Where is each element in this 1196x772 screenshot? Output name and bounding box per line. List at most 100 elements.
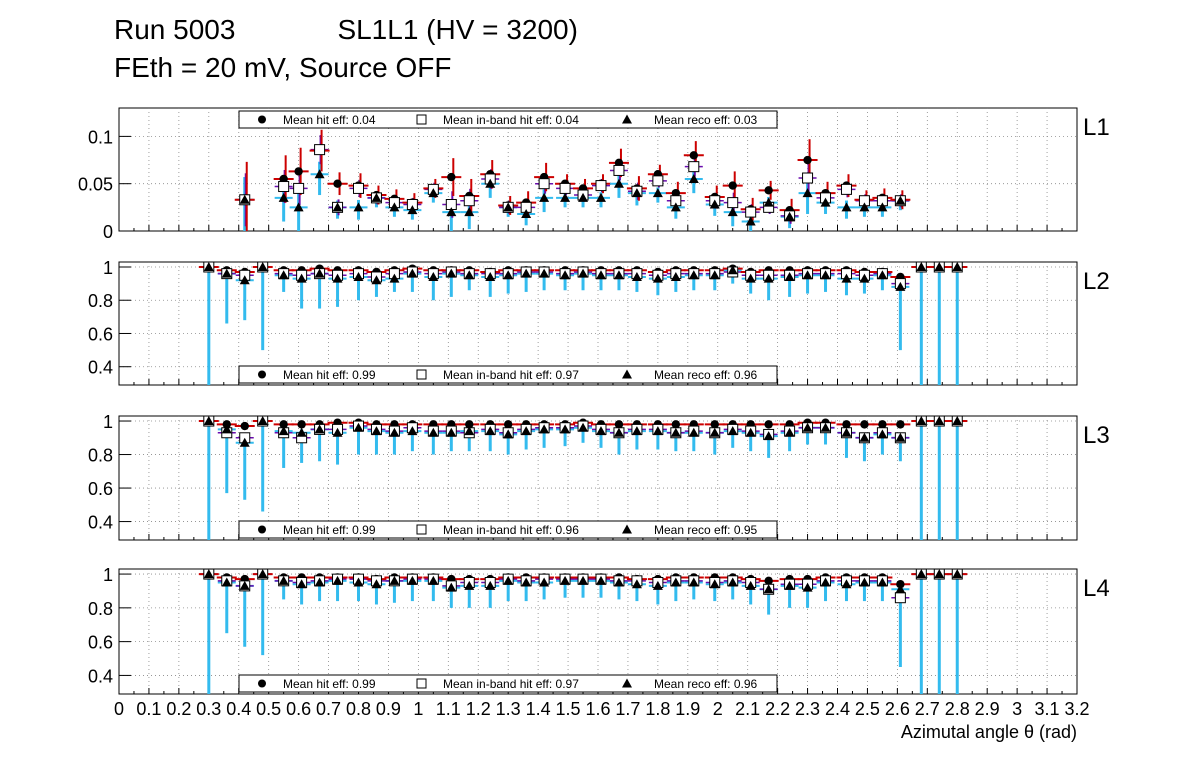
panel-l3-hit-point	[240, 421, 249, 431]
x-tick-label: 3.1	[1035, 699, 1060, 719]
panel-l1-reco-point	[464, 207, 475, 217]
panel-l3-legend-reco: Mean reco eff: 0.95	[654, 523, 758, 537]
panel-l1-inband-point	[727, 197, 739, 209]
chamber-label: SL1L1 (HV = 3200)	[337, 14, 578, 45]
conditions-title: FEth = 20 mV, Source OFF	[114, 52, 452, 83]
panel-l1-reco-point	[763, 197, 774, 207]
panel-l2-reco-point	[763, 273, 774, 283]
panel-l2-reco-point	[895, 281, 906, 291]
panel-l3-hit-point	[222, 420, 231, 429]
panel-l1-legend-box	[238, 110, 778, 129]
panel-l4-reco-point	[802, 582, 813, 592]
x-tick-label: 0.1	[136, 699, 161, 719]
panel-l1-inband-point	[652, 175, 664, 187]
panel-l3-reco-point	[859, 432, 870, 442]
x-tick-label: 1.2	[466, 699, 491, 719]
panel-l2-ytick-label: 0.8	[88, 291, 113, 311]
panel-l4-legend-hit: Mean hit eff: 0.99	[283, 677, 376, 691]
panel-l1-reco-point	[595, 192, 606, 202]
panel-l3-ytick-label: 0.6	[88, 479, 113, 499]
panel-l3-hit-point	[614, 420, 624, 429]
panel-l2-reco-point	[539, 268, 550, 278]
panel-l2-reco-point	[631, 271, 642, 281]
panel-l3-hit-point	[896, 420, 905, 429]
x-tick-label: 1.7	[615, 699, 640, 719]
panel-l1-inband-point	[353, 182, 364, 194]
panel-l2-reco-point	[613, 270, 624, 280]
run-number: Run 5003	[114, 14, 236, 45]
panel-l3-legend-inband-marker	[416, 524, 427, 535]
panel-l2-reco-point	[203, 261, 214, 271]
x-tick-label: 2.4	[825, 699, 850, 719]
panel-l3-reco-point	[464, 426, 475, 436]
panel-l2-reco-point	[353, 271, 364, 281]
panel-l1-inband-point	[538, 178, 550, 190]
panel-l2-label: L2	[1083, 268, 1110, 295]
panel-l4-ytick-label: 0.4	[88, 666, 113, 686]
panel-l1-reco-point	[613, 178, 624, 188]
panel-l3-reco-point	[503, 429, 514, 439]
panel-l4-hit-point	[896, 580, 905, 589]
panel-l1-inband-point	[559, 182, 571, 194]
panel-l4-reco-point	[203, 569, 214, 579]
panel-l4-reco-point	[631, 579, 642, 589]
panel-l3-reco-point	[296, 427, 307, 437]
x-axis-title: Azimutal angle θ (rad)	[901, 722, 1077, 742]
panel-l2-legend-hit: Mean hit eff: 0.99	[283, 368, 376, 382]
panel-l1-legend-reco: Mean reco eff: 0.03	[654, 113, 758, 127]
panel-l2-reco-point	[485, 271, 496, 281]
panel-l3-reco-point	[670, 427, 681, 437]
x-tick-label: 1.3	[496, 699, 521, 719]
panel-l4-reco-point	[278, 575, 289, 585]
panel-l2-legend-inband: Mean in-band hit eff: 0.97	[443, 368, 579, 382]
x-tick-label: 2.6	[885, 699, 910, 719]
panel-l1-hit-point	[689, 151, 698, 160]
panel-l2-reco-point	[407, 268, 418, 278]
panel-l1-reco-point	[631, 188, 642, 198]
panel-l3-reco-point	[841, 427, 852, 437]
panel-l3-reco-point	[239, 437, 250, 447]
x-tick-label: 2	[713, 699, 723, 719]
panel-l1-reco-point	[539, 192, 550, 202]
panel-l4-reco-point	[221, 577, 232, 587]
panel-l4-reco-point	[539, 577, 550, 587]
panel-l2-legend-reco-marker	[622, 369, 632, 379]
panel-l2-legend-reco: Mean reco eff: 0.96	[654, 368, 758, 382]
panel-l1-reco-point	[745, 216, 756, 226]
x-tick-label: 2.9	[975, 699, 1000, 719]
panel-l3-reco-point	[652, 426, 663, 436]
panel-l4-reco-point	[841, 579, 852, 589]
x-tick-label: 1	[413, 699, 423, 719]
panel-l3-hit-point	[671, 420, 681, 429]
panel-l3-reco-point	[539, 424, 550, 434]
panel-l2-legend-inband-marker	[416, 369, 427, 380]
panel-l4-reco-point	[332, 575, 343, 585]
panel-l4-reco-point	[688, 577, 699, 587]
panel-l3-reco-point	[613, 427, 624, 437]
panel-l1-inband-point	[745, 206, 757, 218]
panel-l1-reco-point	[652, 188, 663, 198]
panel-l3-reco-point	[389, 427, 400, 437]
panel-l1-reco-point	[353, 202, 364, 212]
panel-l3-hit-point	[465, 420, 474, 429]
panel-l3-reco-point	[595, 426, 606, 436]
panel-l1-reco-point	[446, 207, 457, 217]
panel-l4-legend-reco-marker	[622, 678, 632, 688]
panel-l4-reco-point	[371, 579, 382, 589]
panel-l3-reco-point	[709, 427, 720, 437]
panel-l4-reco-point	[877, 577, 888, 587]
panel-l4-reco-point	[652, 580, 663, 590]
panel-l3-reco-point	[485, 426, 496, 436]
x-tick-label: 1.9	[675, 699, 700, 719]
run-title: Run 5003 SL1L1 (HV = 3200)	[114, 14, 578, 46]
x-tick-label: 1.4	[526, 699, 551, 719]
x-tick-label: 0.8	[346, 699, 371, 719]
panel-l3-legend-box	[238, 520, 778, 539]
panel-l1-reco-point	[428, 188, 439, 198]
panel-l4-inband-point	[894, 592, 906, 604]
panel-l4-reco-point	[503, 575, 514, 585]
panel-l3-hit-point	[297, 420, 306, 429]
panel-l2-reco-point	[503, 270, 514, 280]
panel-l2-legend-hit-marker	[258, 370, 266, 379]
